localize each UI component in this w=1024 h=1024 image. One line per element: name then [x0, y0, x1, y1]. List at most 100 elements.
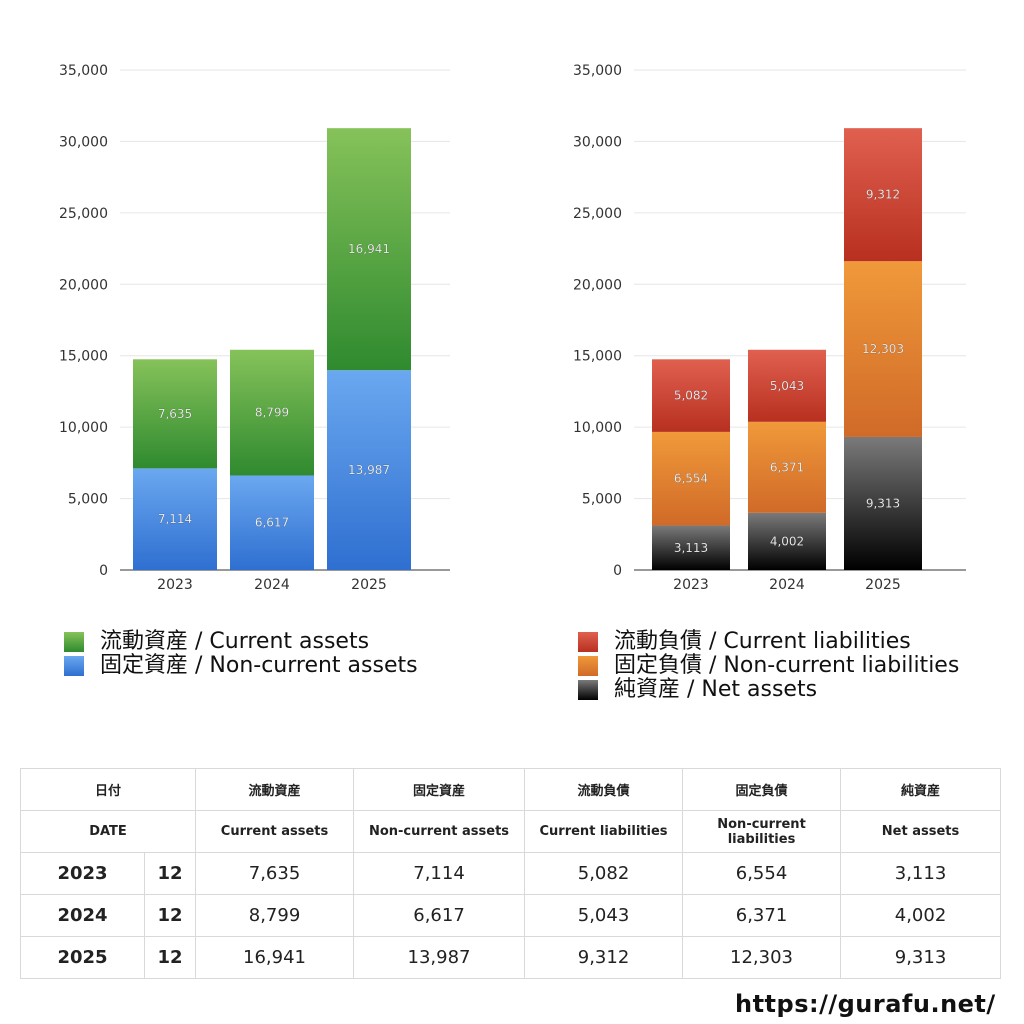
legend-item-non-current-assets: 固定資産 / Non-current assets [64, 654, 418, 678]
bar-current-assets-2023 [133, 359, 217, 469]
y-tick-label: 30,000 [59, 134, 108, 150]
header-non-current-liabilities-jp: 固定負債 [682, 768, 842, 811]
header-net-assets-jp: 純資産 [840, 768, 1002, 811]
cell-non-current-assets: 7,114 [353, 852, 526, 895]
bar-non-current-liabilities-2025 [844, 261, 922, 437]
y-tick-label: 15,000 [59, 349, 108, 365]
data-label: 5,082 [674, 389, 708, 403]
cell-current-liabilities: 5,043 [524, 894, 684, 937]
table-header-jp: 日付 流動資産 固定資産 流動負債 固定負債 純資産 [19, 768, 1002, 811]
cell-non-current-liabilities: 6,371 [682, 894, 842, 937]
data-label: 13,987 [348, 463, 390, 477]
row-year: 2024 [20, 894, 145, 937]
legend-label-non-current-assets: 固定資産 / Non-current assets [100, 653, 418, 678]
header-current-liabilities-en: Current liabilities [524, 810, 684, 853]
y-tick-label: 5,000 [582, 492, 622, 508]
x-tick-label: 2023 [673, 577, 709, 593]
y-tick-label: 30,000 [573, 134, 622, 150]
header-non-current-liabilities-en: Non-current liabilities [682, 810, 842, 853]
table-row: 2023 12 7,635 7,114 5,082 6,554 3,113 [20, 852, 1002, 895]
bar-current-assets-2024 [230, 349, 314, 476]
legend-swatch-non-current-liabilities [578, 656, 598, 676]
cell-non-current-liabilities: 12,303 [682, 936, 842, 979]
data-label: 6,617 [255, 516, 289, 530]
y-tick-label: 20,000 [59, 277, 108, 293]
table-row: 2025 12 16,941 13,987 9,312 12,303 9,313 [20, 936, 1002, 979]
data-label: 9,313 [866, 496, 900, 510]
legend-item-current-liabilities: 流動負債 / Current liabilities [578, 630, 959, 654]
bar-non-current-assets-2023 [133, 468, 217, 570]
row-year: 2023 [20, 852, 145, 895]
bar-non-current-liabilities-2023 [652, 431, 730, 526]
y-tick-label: 0 [99, 563, 108, 579]
data-label: 7,114 [158, 512, 192, 526]
legend-label-non-current-liabilities: 固定負債 / Non-current liabilities [614, 653, 960, 678]
assets-chart: 0 5,000 10,000 15,000 20,000 25,000 30,000 35,0… [59, 63, 450, 593]
header-non-current-assets-jp: 固定資産 [353, 768, 526, 811]
balance-table: 日付 流動資産 固定資産 流動負債 固定負債 純資産 DATE Current … [19, 768, 1002, 979]
cell-current-liabilities: 9,312 [524, 936, 684, 979]
header-net-assets-en: Net assets [840, 810, 1002, 853]
assets-legend: 流動資産 / Current assets 固定資産 / Non-current… [64, 630, 418, 678]
bar-non-current-assets-2025 [327, 370, 411, 570]
cell-current-assets: 8,799 [195, 894, 355, 937]
liabilities-chart: 0 5,000 10,000 15,000 20,000 25,000 30,000 35,0… [573, 63, 966, 593]
legend-swatch-net-assets [578, 680, 598, 700]
header-date-en: DATE [19, 810, 197, 853]
data-label: 4,002 [770, 534, 804, 548]
cell-net-assets: 3,113 [840, 852, 1002, 895]
cell-non-current-assets: 13,987 [353, 936, 526, 979]
data-label: 16,941 [348, 242, 390, 256]
x-tick-label: 2024 [769, 577, 805, 593]
data-label: 5,043 [770, 379, 804, 393]
y-tick-label: 25,000 [573, 206, 622, 222]
header-current-liabilities-jp: 流動負債 [524, 768, 684, 811]
y-tick-label: 10,000 [573, 420, 622, 436]
header-current-assets-jp: 流動資産 [195, 768, 355, 811]
header-date-jp: 日付 [19, 768, 197, 811]
y-tick-label: 5,000 [68, 492, 108, 508]
data-label: 9,312 [866, 188, 900, 202]
data-label: 6,554 [674, 472, 708, 486]
legend-item-non-current-liabilities: 固定負債 / Non-current liabilities [578, 654, 959, 678]
bar-net-assets-2024 [748, 512, 826, 570]
bar-current-liabilities-2025 [844, 128, 922, 262]
data-label: 6,371 [770, 460, 804, 474]
cell-net-assets: 4,002 [840, 894, 1002, 937]
y-tick-label: 15,000 [573, 349, 622, 365]
legend-swatch-current-liabilities [578, 632, 598, 652]
bar-net-assets-2023 [652, 525, 730, 570]
legend-swatch-non-current-assets [64, 656, 84, 676]
y-tick-label: 35,000 [573, 63, 622, 79]
data-label: 3,113 [674, 541, 708, 555]
legend-label-net-assets: 純資産 / Net assets [614, 677, 818, 702]
data-label: 7,635 [158, 407, 192, 421]
bar-net-assets-2025 [844, 436, 922, 570]
footer-url: https://gurafu.net/ [735, 990, 996, 1018]
y-tick-label: 35,000 [59, 63, 108, 79]
table-row: 2024 12 8,799 6,617 5,043 6,371 4,002 [20, 894, 1002, 937]
row-month: 12 [143, 852, 197, 895]
bar-current-assets-2025 [327, 128, 411, 371]
x-tick-label: 2024 [254, 577, 290, 593]
cell-non-current-assets: 6,617 [353, 894, 526, 937]
bar-non-current-assets-2024 [230, 475, 314, 570]
y-tick-label: 25,000 [59, 206, 108, 222]
legend-label-current-liabilities: 流動負債 / Current liabilities [614, 629, 911, 654]
cell-net-assets: 9,313 [840, 936, 1002, 979]
bar-current-liabilities-2023 [652, 359, 730, 432]
legend-label-current-assets: 流動資産 / Current assets [100, 629, 370, 654]
legend-swatch-current-assets [64, 632, 84, 652]
x-tick-label: 2023 [157, 577, 193, 593]
header-non-current-assets-en: Non-current assets [353, 810, 526, 853]
legend-item-current-assets: 流動資産 / Current assets [64, 630, 418, 654]
cell-current-liabilities: 5,082 [524, 852, 684, 895]
row-year: 2025 [20, 936, 145, 979]
header-current-assets-en: Current assets [195, 810, 355, 853]
table-header-en: DATE Current assets Non-current assets C… [19, 810, 1002, 853]
cell-non-current-liabilities: 6,554 [682, 852, 842, 895]
data-label: 12,303 [862, 342, 904, 356]
bar-non-current-liabilities-2024 [748, 421, 826, 513]
x-tick-label: 2025 [351, 577, 387, 593]
cell-current-assets: 16,941 [195, 936, 355, 979]
